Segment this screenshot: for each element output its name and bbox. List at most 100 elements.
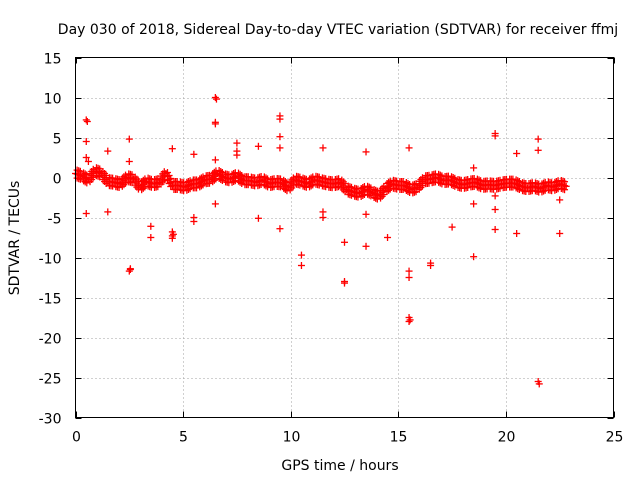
data-point — [211, 94, 219, 101]
data-point — [276, 115, 284, 123]
data-point — [212, 95, 220, 103]
data-point — [513, 230, 521, 237]
y-tick-label: -15 — [39, 292, 62, 308]
data-point — [427, 262, 435, 269]
data-point — [513, 150, 521, 157]
data-point — [82, 210, 90, 217]
data-point — [405, 267, 413, 275]
data-point — [83, 118, 91, 125]
data-point — [491, 192, 499, 200]
data-point — [341, 238, 348, 246]
x-tick-label: 15 — [390, 430, 408, 446]
track-point — [139, 184, 147, 192]
track-point — [205, 179, 213, 187]
track-point — [538, 188, 546, 196]
data-point — [168, 234, 176, 242]
data-point — [470, 164, 478, 172]
y-tick-label: 5 — [53, 132, 62, 148]
data-point — [125, 135, 133, 143]
data-point — [405, 274, 413, 281]
data-point — [104, 208, 112, 216]
track-point — [115, 184, 123, 191]
track-point — [197, 182, 205, 190]
y-tick-label: -25 — [39, 372, 62, 388]
data-point — [211, 156, 219, 164]
x-tick-label: 0 — [72, 430, 81, 446]
y-tick-label: 15 — [44, 52, 62, 68]
data-point — [297, 251, 305, 259]
data-point — [254, 214, 262, 222]
track-point — [184, 186, 192, 193]
y-tick-label: -30 — [39, 412, 62, 428]
track-point — [540, 187, 548, 195]
data-point — [491, 132, 499, 140]
data-point — [406, 316, 414, 324]
data-point — [169, 230, 177, 238]
data-point — [470, 253, 478, 261]
data-point — [448, 223, 456, 231]
track-point — [289, 182, 297, 190]
track-point — [307, 182, 315, 190]
data-point — [190, 150, 198, 158]
x-tick-label: 10 — [283, 430, 301, 446]
data-point — [190, 218, 198, 225]
y-tick-label: -5 — [48, 212, 62, 228]
track-point — [562, 182, 570, 190]
track-point — [122, 179, 130, 187]
data-point — [319, 214, 327, 221]
data-point — [297, 262, 305, 269]
data-point — [362, 210, 370, 218]
track-point — [210, 176, 218, 184]
y-tick-label: 10 — [44, 92, 62, 108]
data-point — [384, 234, 392, 241]
data-point — [82, 116, 90, 124]
data-point — [405, 318, 413, 325]
data-point — [491, 206, 499, 213]
data-point — [556, 196, 564, 204]
data-point — [233, 151, 241, 159]
track-point — [347, 191, 355, 199]
data-point — [104, 147, 112, 155]
data-point — [362, 148, 370, 156]
grid-lines — [75, 57, 614, 418]
data-point — [276, 144, 284, 152]
y-tick-label: 0 — [53, 172, 62, 188]
track-point — [399, 186, 407, 193]
axis-ticks: 0 5 10 15 20 25 15 10 5 0 -5 -10 -15 -20 -25 -30 — [39, 52, 624, 446]
data-point — [535, 380, 543, 388]
x-axis-label: GPS time / hours — [281, 458, 398, 474]
y-axis-label: SDTVAR / TECUs — [7, 181, 23, 296]
data-point — [319, 144, 327, 152]
track-point — [551, 186, 559, 194]
data-point — [125, 267, 133, 275]
data-point — [405, 144, 413, 152]
track-point — [315, 181, 323, 189]
data-point — [168, 145, 176, 153]
y-tick-label: -10 — [39, 252, 62, 268]
chart-title: Day 030 of 2018, Sidereal Day-to-day VTE… — [58, 22, 618, 38]
plot-frame — [75, 57, 614, 418]
track-point — [193, 184, 201, 192]
track-point — [359, 192, 367, 199]
track-point — [561, 186, 569, 194]
data-point — [82, 154, 90, 161]
x-tick-label: 5 — [179, 430, 188, 446]
track-point — [118, 182, 126, 190]
data-point — [362, 242, 370, 250]
data-point — [147, 234, 155, 241]
data-point — [276, 225, 284, 233]
data-point — [254, 142, 262, 150]
track-point — [89, 173, 97, 181]
track-point — [199, 181, 207, 189]
track-point — [380, 191, 388, 198]
x-tick-label: 20 — [498, 430, 516, 446]
data-point — [556, 230, 564, 237]
track-point — [228, 178, 236, 186]
data-point — [341, 279, 348, 287]
data-point — [233, 139, 241, 147]
data-point — [534, 135, 542, 143]
data-point — [211, 200, 219, 208]
track-point — [167, 183, 175, 190]
data-point — [84, 158, 92, 165]
